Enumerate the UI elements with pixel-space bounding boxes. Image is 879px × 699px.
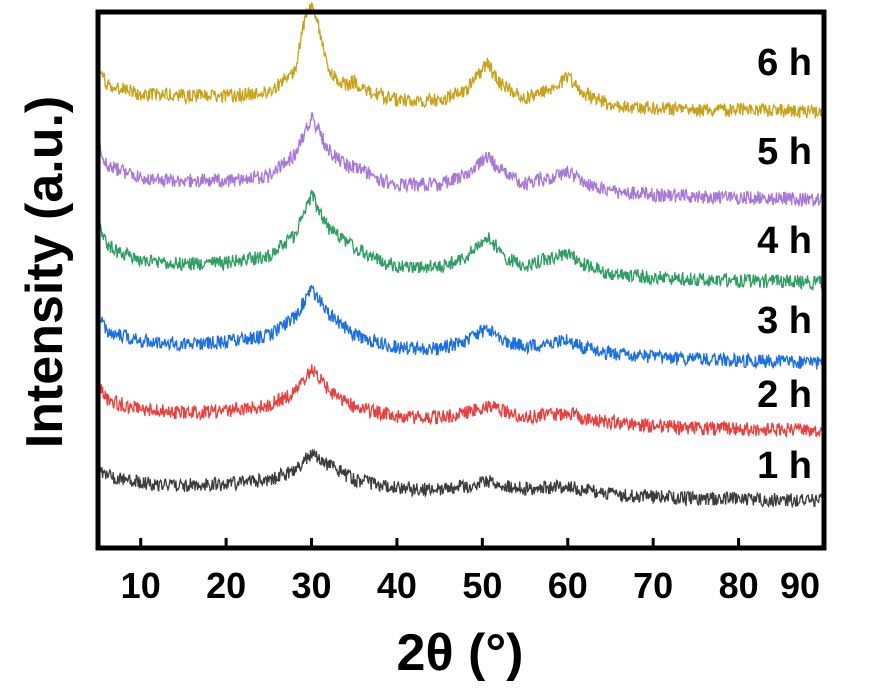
- series-labels: 1 h 2 h 3 h 4 h 5 h 6 h: [757, 42, 812, 487]
- x-tick-label: 70: [633, 565, 673, 606]
- series-line-3h: [97, 284, 825, 370]
- x-tick-label: 40: [377, 565, 417, 606]
- series-line-6h: [97, 1, 825, 119]
- series-label: 6 h: [757, 42, 812, 84]
- series-label: 2 h: [757, 374, 812, 416]
- series-line-4h: [97, 188, 825, 292]
- x-tick-label: 30: [292, 565, 332, 606]
- series-line-5h: [97, 111, 825, 208]
- x-axis-ticks: 10 20 30 40 50 60 70 80 90: [121, 538, 826, 606]
- y-axis-label: Intensity (a.u.): [16, 96, 74, 448]
- series-line-2h: [97, 364, 825, 440]
- x-tick-label: 90: [780, 565, 820, 606]
- series-label: 5 h: [757, 131, 812, 173]
- x-tick-label: 60: [548, 565, 588, 606]
- series-label: 3 h: [757, 300, 812, 342]
- x-tick-label: 80: [719, 565, 759, 606]
- plot-frame: [95, 9, 827, 551]
- trace-layer: [97, 1, 825, 509]
- series-line-1h: [97, 448, 825, 509]
- x-tick-label: 10: [121, 565, 161, 606]
- x-tick-label: 50: [462, 565, 502, 606]
- series-label: 4 h: [757, 220, 812, 262]
- x-tick-label: 20: [206, 565, 246, 606]
- x-axis-label: 2θ (°): [397, 624, 524, 682]
- series-label: 1 h: [757, 445, 812, 487]
